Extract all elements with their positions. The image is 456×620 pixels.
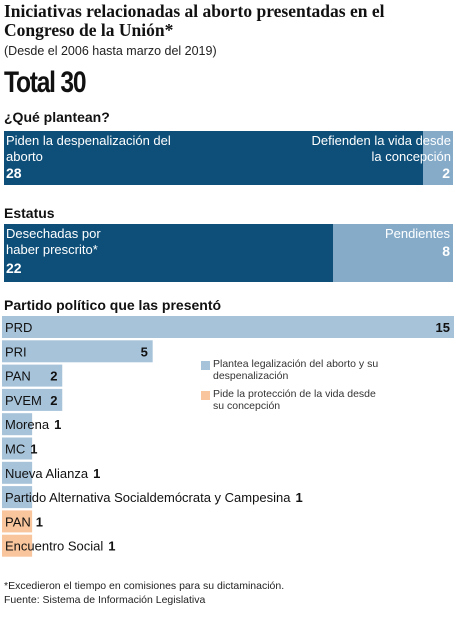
chart-title: Iniciativas relacionadas al aborto prese… (4, 1, 385, 40)
section-que-plantean-title: ¿Qué plantean? (4, 109, 110, 125)
party-label-4: Morena (5, 417, 50, 432)
party-label-3: PVEM (5, 393, 42, 408)
party-label-1: PRI (5, 344, 27, 359)
bar-defienden-vida (423, 131, 453, 185)
party-bar-5 (2, 437, 33, 460)
party-bar-2 (2, 364, 63, 387)
party-label-5: MC (5, 442, 25, 457)
legend-swatch-legalizacion (201, 361, 210, 370)
party-value-3: 2 (50, 393, 57, 408)
party-value-9: 1 (108, 539, 115, 554)
bar-pendientes (333, 224, 453, 282)
legend-label-legalizacion: Plantea legalización del aborto y su des… (213, 358, 379, 382)
value-desechadas: 22 (6, 260, 22, 276)
party-bar-3 (2, 388, 63, 411)
party-value-1: 5 (141, 344, 148, 359)
bar-despenalizacion (4, 131, 423, 185)
party-label-7: Partido Alternativa Socialdemócrata y Ca… (5, 490, 291, 505)
party-value-6: 1 (93, 466, 100, 481)
label-defienden-vida: Defienden la vida desde la concepción (311, 133, 452, 164)
party-value-5: 1 (30, 442, 37, 457)
party-bar-8 (2, 510, 33, 533)
party-value-8: 1 (36, 514, 43, 529)
party-label-9: Encuentro Social (5, 539, 103, 554)
label-desechadas: Desechadas por haber prescrito* (6, 226, 101, 257)
party-value-0: 15 (436, 320, 450, 335)
label-pendientes: Pendientes (384, 226, 450, 241)
party-label-2: PAN (5, 369, 31, 384)
party-bar-4 (2, 413, 33, 436)
value-defienden-vida: 2 (442, 165, 450, 181)
legend-label-proteccion: Pide la protección de la vida desde su c… (213, 388, 376, 412)
party-bar-1 (2, 340, 153, 363)
party-bar-0 (2, 316, 454, 338)
party-bar-7 (2, 486, 33, 509)
section-partido-title: Partido político que las presentó (4, 297, 222, 313)
party-label-8: PAN (5, 514, 31, 529)
chart-subtitle: (Desde el 2006 hasta marzo del 2019) (4, 44, 217, 58)
bar-desechadas (4, 224, 333, 282)
party-value-4: 1 (54, 417, 61, 432)
party-value-2: 2 (50, 369, 57, 384)
party-bar-9 (2, 534, 33, 557)
que-plantean-bar: Piden la despenalización del aborto 28 D… (4, 131, 453, 185)
section-estatus-title: Estatus (4, 205, 55, 221)
source-note: Fuente: Sistema de Información Legislati… (4, 594, 206, 606)
party-bar-6 (2, 461, 33, 484)
footnote: *Excedieron el tiempo en comisiones para… (4, 580, 285, 592)
estatus-bar: Desechadas por haber prescrito* 22 Pendi… (4, 224, 453, 282)
total-label: Total 30 (4, 66, 87, 99)
label-despenalizacion: Piden la despenalización del aborto (6, 133, 171, 164)
value-despenalizacion: 28 (6, 165, 22, 181)
legend-swatch-proteccion (201, 391, 210, 400)
value-pendientes: 8 (442, 243, 450, 259)
party-label-0: PRD (5, 320, 32, 335)
party-label-6: Nueva Alianza (5, 466, 89, 481)
party-value-7: 1 (295, 490, 302, 505)
